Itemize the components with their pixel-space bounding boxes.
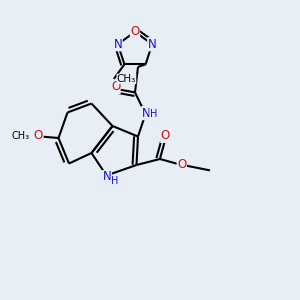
Text: O: O [130,25,140,38]
Text: N: N [103,170,112,184]
Text: O: O [111,80,120,94]
Text: O: O [161,129,170,142]
Text: O: O [177,158,186,171]
Text: N: N [142,106,151,120]
Text: CH₃: CH₃ [12,130,30,141]
Text: H: H [150,109,157,119]
Text: H: H [111,176,118,187]
Text: N: N [113,38,122,51]
Text: N: N [148,38,157,51]
Text: O: O [34,129,43,142]
Text: CH₃: CH₃ [117,74,136,84]
